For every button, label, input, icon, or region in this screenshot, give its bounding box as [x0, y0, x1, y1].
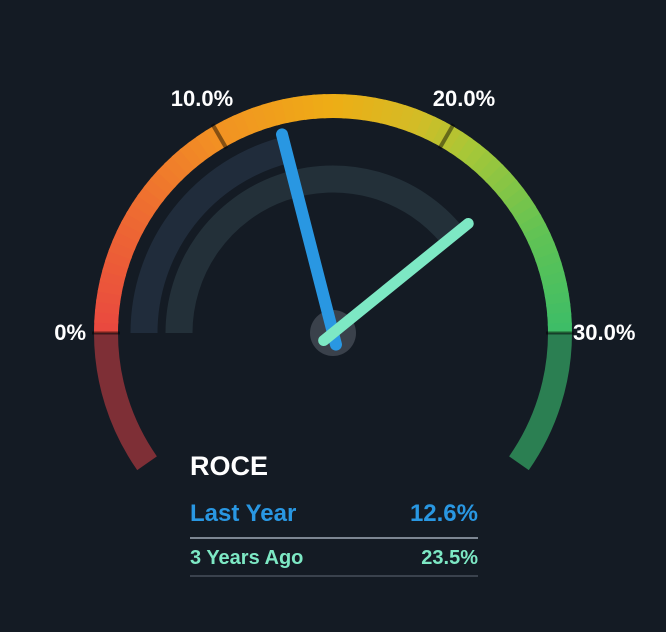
legend-label-three-years-ago: 3 Years Ago — [190, 547, 304, 569]
tick-mark-10 — [210, 123, 229, 150]
tick-label-30: 30.0% — [573, 320, 635, 345]
needle-3-years-ago — [318, 217, 474, 347]
legend-value-three-years-ago: 23.5% — [421, 547, 478, 569]
legend-label-last-year: Last Year — [190, 500, 297, 527]
trail-3-years-ago — [165, 165, 464, 334]
trail-last-year — [130, 136, 290, 334]
tick-mark-20 — [437, 123, 456, 150]
tick-label-10: 10.0% — [171, 86, 233, 111]
tick-label-0: 0% — [54, 320, 86, 345]
chart-title: ROCE — [190, 451, 269, 481]
needle-last-year — [276, 128, 342, 351]
tick-label-20: 20.0% — [433, 86, 495, 111]
legend-row-last-year: Last Year 12.6% — [190, 499, 478, 539]
legend: ROCE Last Year 12.6% 3 Years Ago 23.5% — [190, 451, 478, 577]
gauge-arc-overflow — [509, 332, 572, 471]
legend-row-three-years-ago: 3 Years Ago 23.5% — [190, 546, 478, 577]
legend-value-last-year: 12.6% — [409, 500, 478, 527]
gauge-arc-underflow — [94, 332, 157, 471]
